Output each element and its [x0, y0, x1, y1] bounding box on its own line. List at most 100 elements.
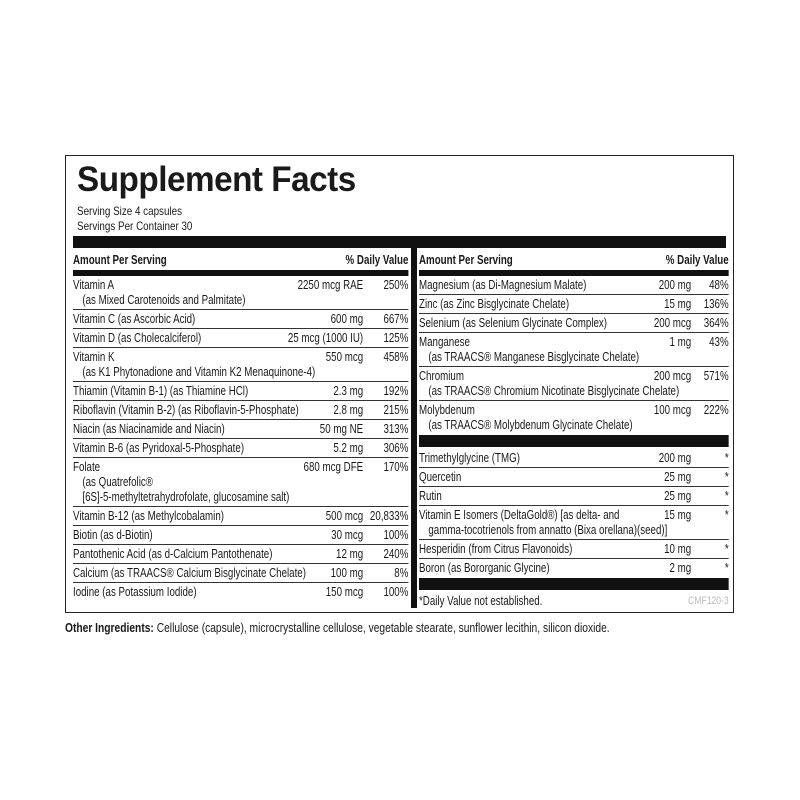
nutrient-main-line: Vitamin B-12 (as Methylcobalamin) 500 mcg… — [73, 509, 408, 524]
nutrient-amount: 150 mcg — [325, 585, 364, 599]
nutrient-main-line: Biotin (as d-Biotin) 30 mcg 100% — [73, 528, 408, 543]
nutrient-name: Hesperidin (from Citrus Flavonoids) — [419, 542, 573, 556]
left-column: Amount Per Serving % Daily Value Vitamin… — [73, 250, 409, 601]
nutrient-main-line: Vitamin B-6 (as Pyridoxal-5-Phosphate) 5.… — [73, 441, 408, 456]
nutrient-dv: 240% — [383, 547, 409, 561]
nutrient-main-line: Rutin 25 mg * — [419, 489, 729, 504]
nutrient-row: Quercetin 25 mg * — [419, 468, 729, 487]
servings-per-container: Servings Per Container 30 — [77, 219, 193, 233]
nutrient-name: Chromium — [419, 369, 464, 383]
other-ingredients-text: Cellulose (capsule), microcrystalline ce… — [153, 621, 610, 635]
nutrient-dv: * — [724, 542, 729, 556]
nutrient-row: Chromium 200 mcg 571% (as TRAACS® Chromium … — [419, 367, 729, 401]
nutrient-main-line: Vitamin K 550 mcg 458% — [73, 350, 408, 365]
nutrient-row: Pantothenic Acid (as d-Calcium Pantothen… — [73, 545, 409, 564]
nutrient-name: Molybdenum — [419, 403, 475, 417]
nutrient-dv: 170% — [383, 460, 409, 474]
nutrient-main-line: Riboflavin (Vitamin B-2) (as Riboflavin-… — [73, 403, 408, 418]
right-column: Amount Per Serving % Daily Value Magnesi… — [419, 250, 729, 610]
nutrient-amount: 25 mg — [664, 489, 692, 503]
nutrient-main-line: Hesperidin (from Citrus Flavonoids) 10 mg… — [419, 542, 729, 557]
nutrient-amount: 200 mg — [658, 451, 692, 465]
nutrient-dv: 250% — [383, 278, 409, 292]
nutrient-name: Pantothenic Acid (as d-Calcium Pantothen… — [73, 547, 273, 561]
nutrient-amount: 200 mcg — [653, 316, 692, 330]
nutrient-dv: 458% — [383, 350, 409, 364]
nutrient-amount: 2.8 mg — [333, 403, 364, 417]
nutrient-row: Vitamin K 550 mcg 458% (as K1 Phytonadione … — [73, 348, 409, 382]
footnote: *Daily Value not established. — [419, 594, 543, 608]
nutrient-name: Manganese — [419, 335, 470, 349]
nutrient-source: (as TRAACS® Chromium Nicotinate Bisglyci… — [428, 384, 680, 398]
nutrient-main-line: Niacin (as Niacinamide and Niacin) 50 mg … — [73, 422, 408, 437]
nutrient-amount: 30 mcg — [331, 528, 364, 542]
nutrient-row: Molybdenum 100 mcg 222% (as TRAACS® Molybde… — [419, 401, 729, 434]
nutrient-main-line: Molybdenum 100 mcg 222% — [419, 403, 729, 418]
nutrient-amount: 50 mg NE — [319, 422, 364, 436]
nutrient-main-line: Thiamin (Vitamin B-1) (as Thiamine HCl) 2… — [73, 384, 408, 399]
nutrient-name: Folate — [73, 460, 101, 474]
nutrient-name: Vitamin K — [73, 350, 115, 364]
nutrient-dv: 222% — [703, 403, 729, 417]
nutrient-main-line: Quercetin 25 mg * — [419, 470, 729, 485]
supplement-facts-panel: Supplement Facts Serving Size 4 capsules… — [65, 155, 734, 613]
nutrient-main-line: Iodine (as Potassium Iodide) 150 mcg 100% — [73, 585, 408, 600]
nutrient-row: Vitamin C (as Ascorbic Acid) 600 mg 667% — [73, 310, 409, 329]
nutrient-amount: 100 mcg — [653, 403, 692, 417]
serving-size: Serving Size 4 capsules — [77, 204, 183, 218]
nutrient-row: Magnesium (as Di-Magnesium Malate) 200 mg… — [419, 276, 729, 295]
nutrient-source: (as Mixed Carotenoids and Palmitate) — [82, 293, 246, 307]
nutrient-dv: 571% — [703, 369, 729, 383]
nutrient-dv: 8% — [394, 566, 409, 580]
nutrient-amount: 1 mg — [669, 335, 692, 349]
nutrient-dv: 313% — [383, 422, 409, 436]
nutrient-main-line: Selenium (as Selenium Glycinate Complex)… — [419, 316, 729, 331]
nutrient-name: Selenium (as Selenium Glycinate Complex) — [419, 316, 608, 330]
column-header: Amount Per Serving % Daily Value — [73, 250, 409, 276]
nutrient-row: Vitamin E Isomers (DeltaGold®) [as delta… — [419, 506, 729, 540]
nutrient-name: Thiamin (Vitamin B-1) (as Thiamine HCl) — [73, 384, 249, 398]
nutrient-main-line: Trimethylglycine (TMG) 200 mg * — [419, 451, 729, 466]
nutrient-main-line: Magnesium (as Di-Magnesium Malate) 200 mg… — [419, 278, 729, 293]
column-header: Amount Per Serving % Daily Value — [419, 250, 729, 276]
nutrient-name: Biotin (as d-Biotin) — [73, 528, 153, 542]
nutrient-name: Riboflavin (Vitamin B-2) (as Riboflavin-… — [73, 403, 299, 417]
nutrient-source: (as TRAACS® Molybdenum Glycinate Chelate… — [428, 418, 633, 432]
column-divider — [411, 236, 417, 608]
nutrient-main-line: Zinc (as Zinc Bisglycinate Chelate) 15 mg… — [419, 297, 729, 312]
nutrient-name: Vitamin B-12 (as Methylcobalamin) — [73, 509, 225, 523]
nutrient-dv: 43% — [709, 335, 729, 349]
nutrient-dv: 667% — [383, 312, 409, 326]
nutrient-name: Vitamin E Isomers (DeltaGold®) [as delta… — [419, 508, 620, 522]
nutrient-amount: 2250 mcg RAE — [297, 278, 364, 292]
nutrient-dv: 48% — [709, 278, 729, 292]
nutrient-main-line: Folate 680 mcg DFE 170% — [73, 460, 408, 475]
nutrient-name: Niacin (as Niacinamide and Niacin) — [73, 422, 225, 436]
footnote-row: *Daily Value not established. CMF120-3 — [419, 592, 729, 610]
divider-bar — [419, 435, 729, 447]
nutrient-row: Biotin (as d-Biotin) 30 mcg 100% — [73, 526, 409, 545]
label-code: CMF120-3 — [688, 595, 729, 607]
nutrient-dv: 364% — [703, 316, 729, 330]
nutrient-row: Hesperidin (from Citrus Flavonoids) 10 mg… — [419, 540, 729, 559]
nutrient-row: Calcium (as TRAACS® Calcium Bisglycinate… — [73, 564, 409, 583]
amount-header: Amount Per Serving — [419, 253, 513, 267]
nutrient-dv: 125% — [383, 331, 409, 345]
nutrient-row: Riboflavin (Vitamin B-2) (as Riboflavin-… — [73, 401, 409, 420]
nutrient-name: Zinc (as Zinc Bisglycinate Chelate) — [419, 297, 570, 311]
nutrient-name: Vitamin C (as Ascorbic Acid) — [73, 312, 196, 326]
nutrient-amount: 100 mg — [330, 566, 364, 580]
nutrient-row: Selenium (as Selenium Glycinate Complex)… — [419, 314, 729, 333]
nutrient-name: Vitamin B-6 (as Pyridoxal-5-Phosphate) — [73, 441, 245, 455]
nutrient-main-line: Calcium (as TRAACS® Calcium Bisglycinate… — [73, 566, 408, 581]
nutrient-amount: 10 mg — [664, 542, 692, 556]
dv-header: % Daily Value — [665, 253, 729, 267]
nutrient-main-line: Boron (as Bororganic Glycine) 2 mg * — [419, 561, 729, 576]
nutrient-dv: 136% — [703, 297, 729, 311]
nutrient-row: Niacin (as Niacinamide and Niacin) 50 mg … — [73, 420, 409, 439]
nutrient-amount: 200 mg — [658, 278, 692, 292]
nutrient-dv: * — [724, 489, 729, 503]
nutrient-amount: 25 mg — [664, 470, 692, 484]
nutrient-source: (as TRAACS® Manganese Bisglycinate Chela… — [428, 350, 640, 364]
divider-bar — [419, 578, 729, 590]
